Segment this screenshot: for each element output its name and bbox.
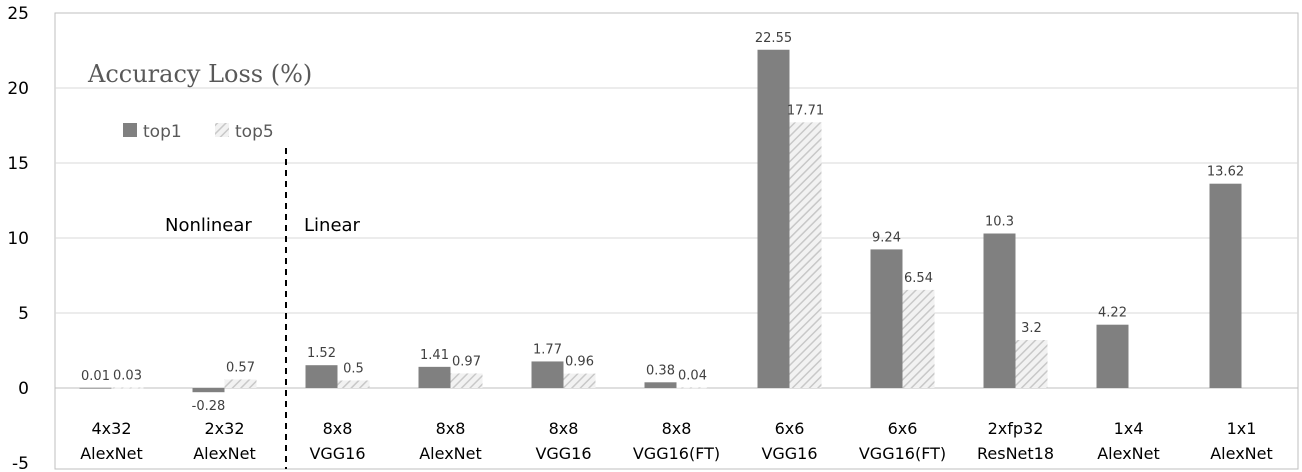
data-label-top1: 1.52	[307, 346, 336, 361]
y-tick-label: 10	[7, 229, 29, 249]
bar-top5	[1015, 340, 1048, 388]
data-label-top1: 22.55	[755, 31, 792, 46]
bar-top1	[983, 233, 1016, 388]
y-tick-label: 5	[18, 304, 29, 324]
data-label-top5: 0.03	[113, 369, 142, 384]
bar-top1	[79, 387, 112, 389]
linear-label: Linear	[304, 215, 361, 236]
bar-top5	[789, 122, 822, 388]
x-tick-label-line2: VGG16	[761, 444, 817, 463]
x-tick-label-line1: 8x8	[549, 419, 579, 438]
bar-top5	[902, 289, 935, 388]
y-tick-label: 0	[18, 379, 29, 399]
bar-top1	[757, 49, 790, 388]
bar-top1	[305, 365, 338, 388]
bar-top5	[337, 380, 370, 388]
bar-top5	[450, 373, 483, 388]
data-label-top5: 0.57	[226, 360, 255, 375]
data-label-top5: 17.71	[787, 103, 824, 118]
y-tick-label: -5	[12, 454, 29, 472]
legend-swatch-top5	[215, 123, 229, 137]
data-labels: 0.01 0.03 -0.28 0.57 1.52 0.5 1.41 0.97 1.770.96…	[81, 31, 1244, 414]
x-tick-label-line2: AlexNet	[419, 444, 482, 463]
data-label-top5: 3.2	[1021, 321, 1042, 336]
legend: top1 top5	[123, 122, 274, 142]
data-label-top5: 0.97	[452, 354, 481, 369]
x-tick-label-line2: AlexNet	[80, 444, 143, 463]
x-axis: 4x32 AlexNet 2x32 AlexNet 8x8 VGG16 8x8 AlexNet…	[80, 419, 1273, 463]
gridlines	[55, 87, 1298, 389]
x-tick-label-line1: 1x1	[1227, 419, 1257, 438]
x-tick-label-line2: ResNet18	[977, 444, 1054, 463]
bar-top5	[224, 379, 257, 388]
x-tick-label-line1: 2x32	[204, 419, 244, 438]
plot-frame	[54, 12, 1299, 470]
y-tick-label: 15	[7, 154, 29, 174]
x-tick-label-line1: 8x8	[436, 419, 466, 438]
bar-top1	[531, 361, 564, 388]
data-label-top1: -0.28	[192, 399, 226, 414]
x-tick-label-line1: 8x8	[662, 419, 692, 438]
data-label-top1: 1.41	[420, 348, 449, 363]
data-label-top1: 4.22	[1098, 306, 1127, 321]
x-tick-label-line2: AlexNet	[1210, 444, 1273, 463]
data-label-top1: 0.38	[646, 363, 675, 378]
bar-top1	[1096, 324, 1129, 388]
nonlinear-label: Nonlinear	[165, 215, 252, 236]
bars	[79, 49, 1242, 393]
bar-top1	[418, 366, 451, 388]
legend-swatch-top1	[123, 123, 137, 137]
x-tick-label-line2: VGG16	[309, 444, 365, 463]
bar-top1	[192, 388, 225, 393]
x-tick-label-line2: AlexNet	[1097, 444, 1160, 463]
x-tick-label-line1: 1x4	[1114, 419, 1144, 438]
chart-title: Accuracy Loss (%)	[87, 60, 312, 88]
data-label-top1: 10.3	[985, 215, 1014, 230]
y-axis: -5 0 5 10 15 20 25	[7, 4, 29, 472]
data-label-top5: 0.5	[343, 362, 364, 377]
x-tick-label-line2: AlexNet	[193, 444, 256, 463]
x-tick-label-line2: VGG16(FT)	[633, 444, 720, 463]
data-label-top1: 1.77	[533, 342, 562, 357]
x-tick-label-line1: 6x6	[775, 419, 805, 438]
legend-label-top5: top5	[235, 122, 274, 142]
x-tick-label-line1: 4x32	[91, 419, 131, 438]
bar-top1	[870, 249, 903, 388]
y-tick-label: 20	[7, 79, 29, 99]
bar-top5	[676, 387, 709, 389]
bar-top1	[644, 382, 677, 388]
data-label-top5: 6.54	[904, 271, 933, 286]
x-tick-label-line1: 6x6	[888, 419, 918, 438]
legend-label-top1: top1	[143, 122, 182, 142]
x-tick-label-line2: VGG16	[535, 444, 591, 463]
data-label-top5: 0.96	[565, 355, 594, 370]
data-label-top1: 9.24	[872, 230, 901, 245]
y-tick-label: 25	[7, 4, 29, 24]
data-label-top1: 13.62	[1207, 165, 1244, 180]
bar-top5	[563, 373, 596, 388]
x-tick-label-line2: VGG16(FT)	[859, 444, 946, 463]
x-tick-label-line1: 8x8	[323, 419, 353, 438]
bar-top1	[1209, 183, 1242, 388]
data-label-top5: 0.04	[678, 368, 707, 383]
data-label-top1: 0.01	[81, 369, 110, 384]
bar-top5	[111, 387, 144, 389]
x-tick-label-line1: 2xfp32	[988, 419, 1044, 438]
